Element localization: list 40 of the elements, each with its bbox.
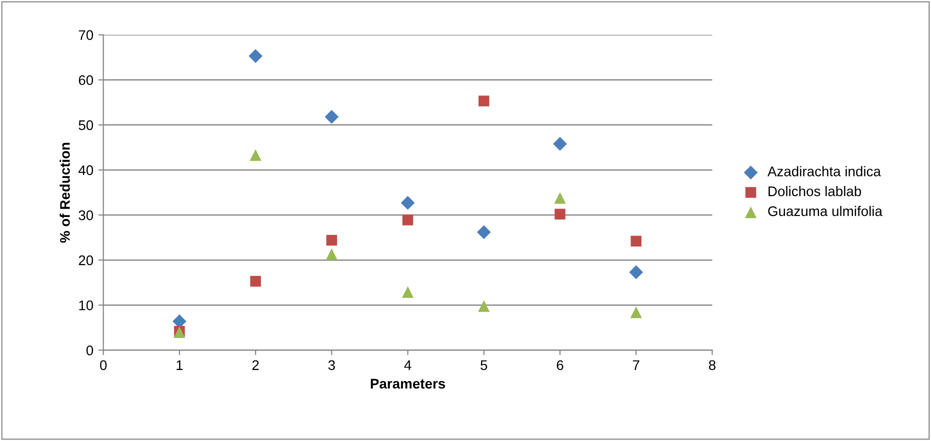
point	[630, 236, 642, 247]
x-tick-label: 5	[480, 360, 488, 370]
x-axis-title: Parameters	[370, 378, 446, 389]
point	[478, 96, 490, 106]
x-tick-label: 8	[708, 360, 716, 370]
y-axis-title: % of Reduction	[60, 142, 70, 243]
y-tick-label: 50	[78, 120, 94, 130]
x-tick-label: 3	[328, 360, 335, 370]
y-tick-label: 40	[78, 165, 94, 176]
y-tick-label: 10	[79, 300, 94, 310]
x-tick-label: 7	[632, 360, 640, 370]
legend-label: Guazuma ulmifolia	[768, 206, 882, 216]
point	[478, 300, 490, 312]
point	[326, 234, 338, 246]
point	[630, 306, 642, 318]
point	[400, 196, 415, 210]
x-tick-label: 1	[176, 360, 183, 370]
y-tick-label: 70	[78, 30, 94, 40]
point	[476, 225, 491, 240]
point	[250, 276, 261, 287]
x-tick-label: 6	[556, 360, 564, 370]
x-tick-label: 4	[404, 360, 412, 370]
legend-label: Azadirachta indica	[767, 166, 881, 176]
point	[553, 136, 567, 151]
point	[250, 149, 262, 161]
point	[554, 208, 566, 220]
y-tick-label: 20	[78, 255, 94, 266]
point	[402, 286, 414, 298]
point	[629, 265, 644, 280]
point	[326, 248, 338, 260]
point	[554, 192, 566, 204]
point	[324, 110, 339, 124]
y-tick-label: 60	[78, 75, 94, 86]
y-tick-label: 0	[86, 345, 94, 356]
x-tick-label: 0	[100, 360, 107, 370]
point	[248, 49, 263, 63]
legend-label: Dolichos lablab	[768, 186, 862, 196]
point	[402, 214, 414, 226]
y-tick-label: 30	[78, 210, 94, 220]
x-tick-label: 2	[252, 360, 259, 370]
